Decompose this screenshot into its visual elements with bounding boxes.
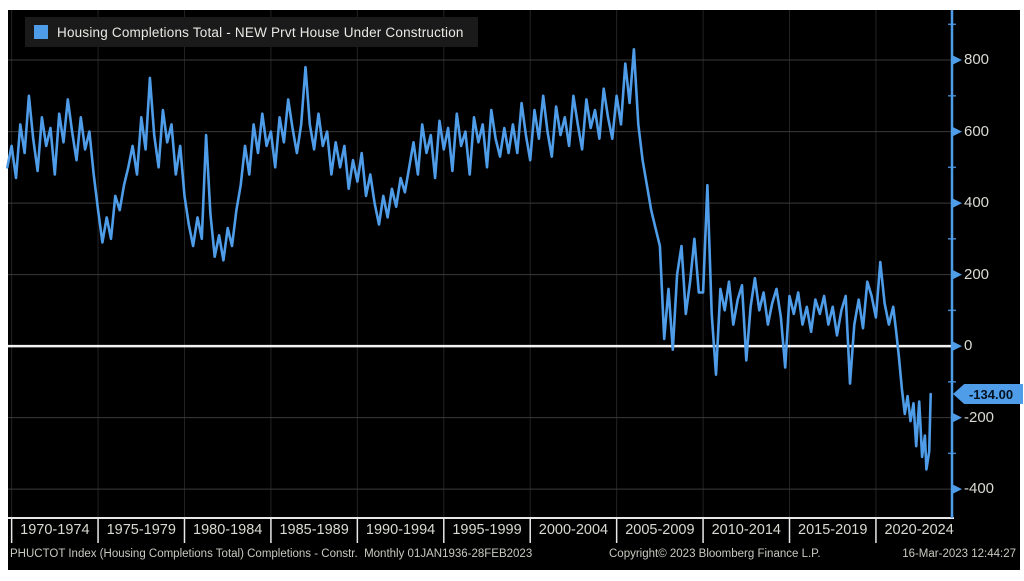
x-axis-period-label: 1980-1984 [193,522,263,538]
y-axis-tick-arrow [953,413,962,423]
x-axis-period-label: 1985-1989 [279,522,349,538]
y-tick-label: 200 [964,265,990,283]
chart-line [6,47,933,471]
legend-label: Housing Completions Total - NEW Prvt Hou… [57,24,464,40]
y-tick-label: -200 [964,408,995,426]
y-axis-tick-arrow [953,484,962,494]
x-axis-period-label: 1970-1974 [20,522,90,538]
footer-copyright: Copyright© 2023 Bloomberg Finance L.P. [609,548,821,560]
y-tick-label: 800 [964,51,990,69]
y-tick-label: 400 [964,194,990,212]
x-axis-period-label: 1990-1994 [365,522,436,538]
y-axis-tick-arrow [953,55,962,65]
last-value-badge: -134.00 [953,384,1023,404]
chart-legend[interactable]: Housing Completions Total - NEW Prvt Hou… [25,17,478,47]
footer-ticker-info: PHUCTOT Index (Housing Completions Total… [10,548,533,560]
legend-swatch-icon [34,25,48,39]
y-axis-tick-arrow [953,198,962,208]
y-axis-tick-arrow [953,127,962,137]
x-axis-period-label: 2000-2004 [538,522,609,538]
y-axis-tick-arrow [953,270,962,280]
x-axis-period-label: 2005-2009 [625,522,695,538]
x-axis-period-label: 2010-2014 [711,522,781,538]
x-axis-period-label: 1995-1999 [452,522,522,538]
x-axis-period-label: 2020-2024 [884,522,954,538]
y-tick-label: 600 [964,122,990,140]
y-tick-label: -400 [964,480,995,498]
footer-timestamp: 16-Mar-2023 12:44:27 [902,548,1016,560]
x-axis-period-label: 2015-2019 [798,522,868,538]
x-axis-period-label: 1975-1979 [106,522,176,538]
y-axis-tick-arrow [953,341,962,351]
chart-background [8,10,1020,570]
y-tick-label: 0 [964,337,973,355]
